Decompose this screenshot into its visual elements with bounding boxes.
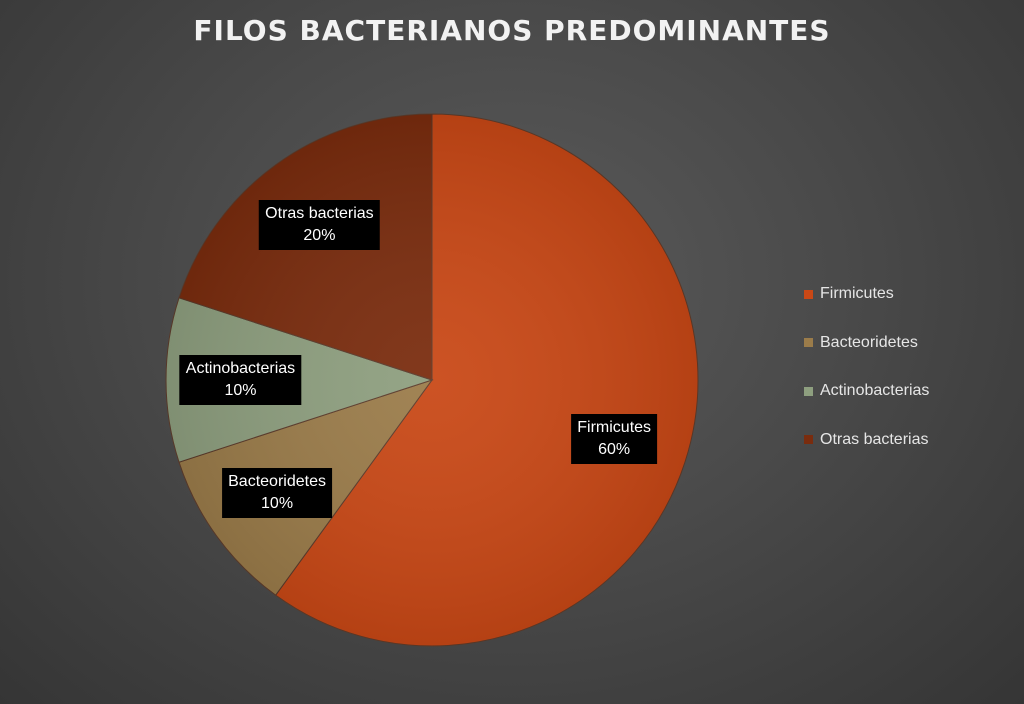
legend-label-bacteoridetes: Bacteoridetes (820, 333, 918, 351)
data-label-firmicutes: Firmicutes 60% (571, 414, 658, 465)
data-label-value: 10% (261, 494, 294, 512)
legend-label-firmicutes: Firmicutes (820, 285, 894, 302)
data-label-value: 20% (303, 227, 336, 245)
data-label-actinobacterias: Actinobacterias 10% (179, 355, 302, 405)
data-label-value: 60% (598, 441, 631, 459)
data-label-value: 10% (224, 382, 257, 399)
legend-label-otras-bacterias: Otras bacterias (820, 430, 929, 448)
legend-item-firmicutes[interactable]: Firmicutes (804, 282, 929, 306)
data-label-category: Actinobacterias (185, 360, 296, 377)
legend-swatch-firmicutes (804, 289, 813, 299)
legend-swatch-otras-bacterias (804, 435, 813, 444)
legend-label-actinobacterias: Actinobacterias (820, 382, 930, 399)
data-label-bacteoridetes: Bacteoridetes 10% (222, 467, 332, 518)
legend-item-actinobacterias[interactable]: Actinobacterias (804, 379, 929, 403)
data-label-category: Otras bacterias (265, 205, 374, 223)
data-label-category: Bacteoridetes (228, 472, 326, 490)
data-label-category: Firmicutes (577, 419, 652, 437)
legend-swatch-actinobacterias (804, 386, 813, 396)
legend: Firmicutes Bacteoridetes Actinobacterias… (804, 282, 929, 476)
legend-item-bacteoridetes[interactable]: Bacteoridetes (804, 331, 929, 355)
chart-title: FILOS BACTERIANOS PREDOMINANTES (193, 14, 831, 47)
data-label-otras-bacterias: Otras bacterias 20% (259, 200, 380, 251)
legend-item-otras-bacterias[interactable]: Otras bacterias (804, 428, 929, 452)
legend-swatch-bacteoridetes (804, 338, 813, 347)
